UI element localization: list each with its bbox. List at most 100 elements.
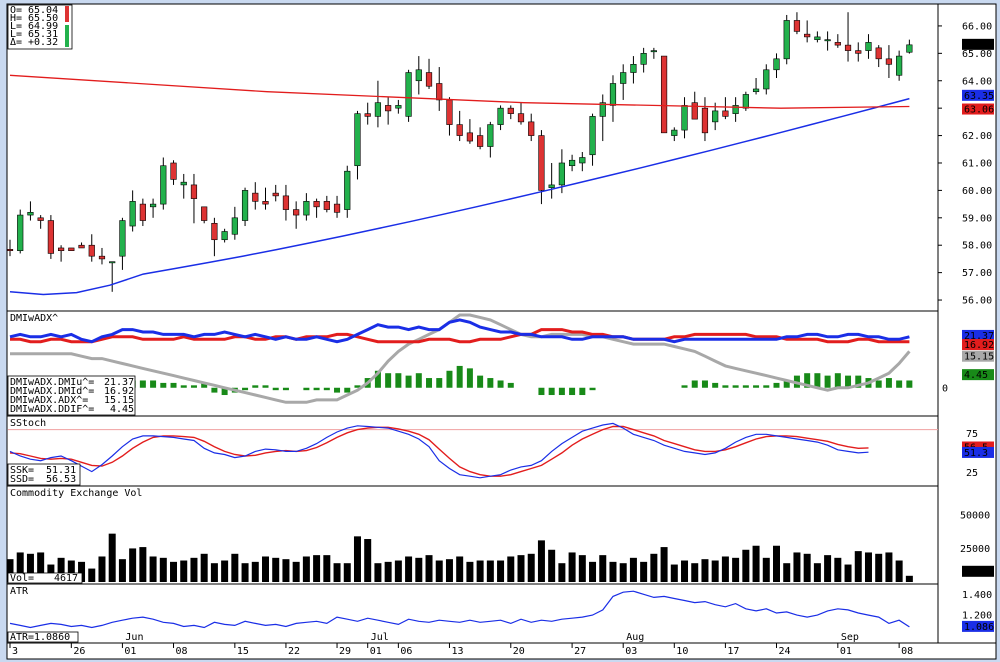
stoch-pane[interactable] — [6, 415, 939, 487]
volume-bar — [711, 560, 719, 582]
price-last-close-bg — [962, 38, 994, 50]
volume-bar — [558, 563, 566, 582]
stoch-tick-label: 25 — [966, 468, 978, 479]
candle-body — [824, 39, 831, 42]
ddif-bar — [906, 380, 913, 388]
ddif-bar — [180, 385, 187, 388]
atr-series — [9, 590, 910, 629]
volume-bar — [26, 553, 34, 582]
atr-last: 1.086 — [964, 622, 994, 633]
candle-body — [385, 105, 392, 112]
info-change: Δ= +0.32 — [10, 37, 58, 48]
price-tick-label: 64.00 — [962, 76, 992, 87]
volume-bar — [589, 561, 597, 582]
volume-bar — [854, 551, 862, 582]
candle-body — [129, 201, 136, 227]
dmi-pane[interactable] — [6, 310, 939, 417]
candle-body — [896, 55, 903, 76]
candle-body — [221, 231, 228, 241]
ddif-bar — [804, 373, 811, 388]
candle-body — [252, 192, 259, 202]
ddif-bar — [589, 387, 596, 391]
volume-bar — [323, 555, 331, 582]
ddif-bar — [456, 365, 463, 388]
ddif-bar — [201, 382, 208, 388]
candle-body — [272, 192, 279, 197]
candle-body — [405, 72, 412, 117]
volume-bar — [251, 561, 259, 582]
candle-body — [323, 201, 330, 210]
info-low: L= 64.99 — [10, 21, 58, 32]
candle-body — [415, 69, 422, 82]
price-tick-label: 59.00 — [962, 213, 992, 224]
price-pane[interactable] — [6, 3, 939, 312]
atr-readout: ATR=1.0860 — [7, 631, 79, 643]
ddif-bar — [242, 387, 249, 391]
stoch-last-ssk-bg — [962, 446, 994, 458]
volume-bar — [425, 555, 433, 582]
volume-bar — [793, 552, 801, 582]
candle-body — [456, 124, 463, 136]
stoch-tick-label: 75 — [966, 429, 978, 440]
ddif-bar — [436, 378, 443, 388]
time-axis — [6, 642, 997, 660]
candle-body — [630, 64, 637, 73]
volume-bar — [16, 552, 24, 582]
stoch-series — [8, 422, 938, 479]
candle-body — [732, 105, 739, 114]
candle-body — [568, 159, 576, 167]
time-tick-label: 15 — [237, 646, 249, 657]
volume-bar — [548, 549, 556, 582]
volume-bar — [629, 557, 637, 582]
ssd-line — [9, 425, 869, 477]
candle-body — [497, 107, 504, 125]
candle-body — [528, 121, 535, 136]
ddif-bar — [569, 387, 576, 396]
ddif-bar — [773, 382, 780, 388]
time-tick-label: 01 — [124, 646, 136, 657]
ddif-bar — [742, 385, 749, 388]
volume-bar — [445, 559, 453, 582]
candle-body — [804, 33, 811, 38]
volume-bar — [619, 563, 627, 582]
time-tick-label: 26 — [73, 646, 85, 657]
time-tick-label: 24 — [779, 646, 791, 657]
volume-last: 4617 — [964, 567, 988, 578]
price-tick-label: 65.00 — [962, 49, 992, 60]
volume-bar — [139, 547, 147, 582]
ddif-bar — [783, 380, 790, 388]
stoch-readout: SSK= 51.31 SSD= 56.53 — [7, 463, 81, 486]
ddif-bar — [415, 373, 422, 388]
volume-bar — [231, 553, 239, 582]
candle-body — [57, 247, 65, 251]
candle-body — [579, 157, 586, 164]
candle-body — [27, 212, 34, 216]
candle-body — [620, 72, 627, 84]
ddif-bar — [477, 375, 484, 388]
candle-body — [742, 94, 749, 109]
candle-body — [814, 36, 821, 40]
volume-bar — [752, 545, 760, 582]
volume-bar — [527, 553, 535, 582]
price-tick-label: 66.00 — [962, 21, 992, 32]
ddif-bar — [732, 385, 739, 388]
volume-bar — [78, 561, 86, 582]
svg-text:DMIwADX.DMId^=16.92: DMIwADX.DMId^= 16.92 — [10, 386, 134, 397]
ddif-bar — [395, 373, 402, 388]
price-last-red-bg — [962, 103, 994, 115]
volume-bar — [568, 552, 576, 582]
info-open: O= 65.04 — [10, 5, 58, 16]
atr-pane[interactable] — [6, 583, 939, 644]
volume-bar — [762, 557, 770, 582]
volume-readout: Vol= 4617 — [7, 572, 83, 584]
volume-bar — [803, 553, 811, 582]
candle-body — [231, 217, 238, 235]
candle-body — [855, 50, 862, 54]
volume-bar — [282, 559, 290, 582]
adx-line — [10, 313, 911, 404]
dmi-last-down-bg — [962, 339, 994, 351]
volume-bar — [691, 563, 699, 582]
ddif-bar — [834, 373, 841, 388]
candle-body — [517, 113, 525, 123]
